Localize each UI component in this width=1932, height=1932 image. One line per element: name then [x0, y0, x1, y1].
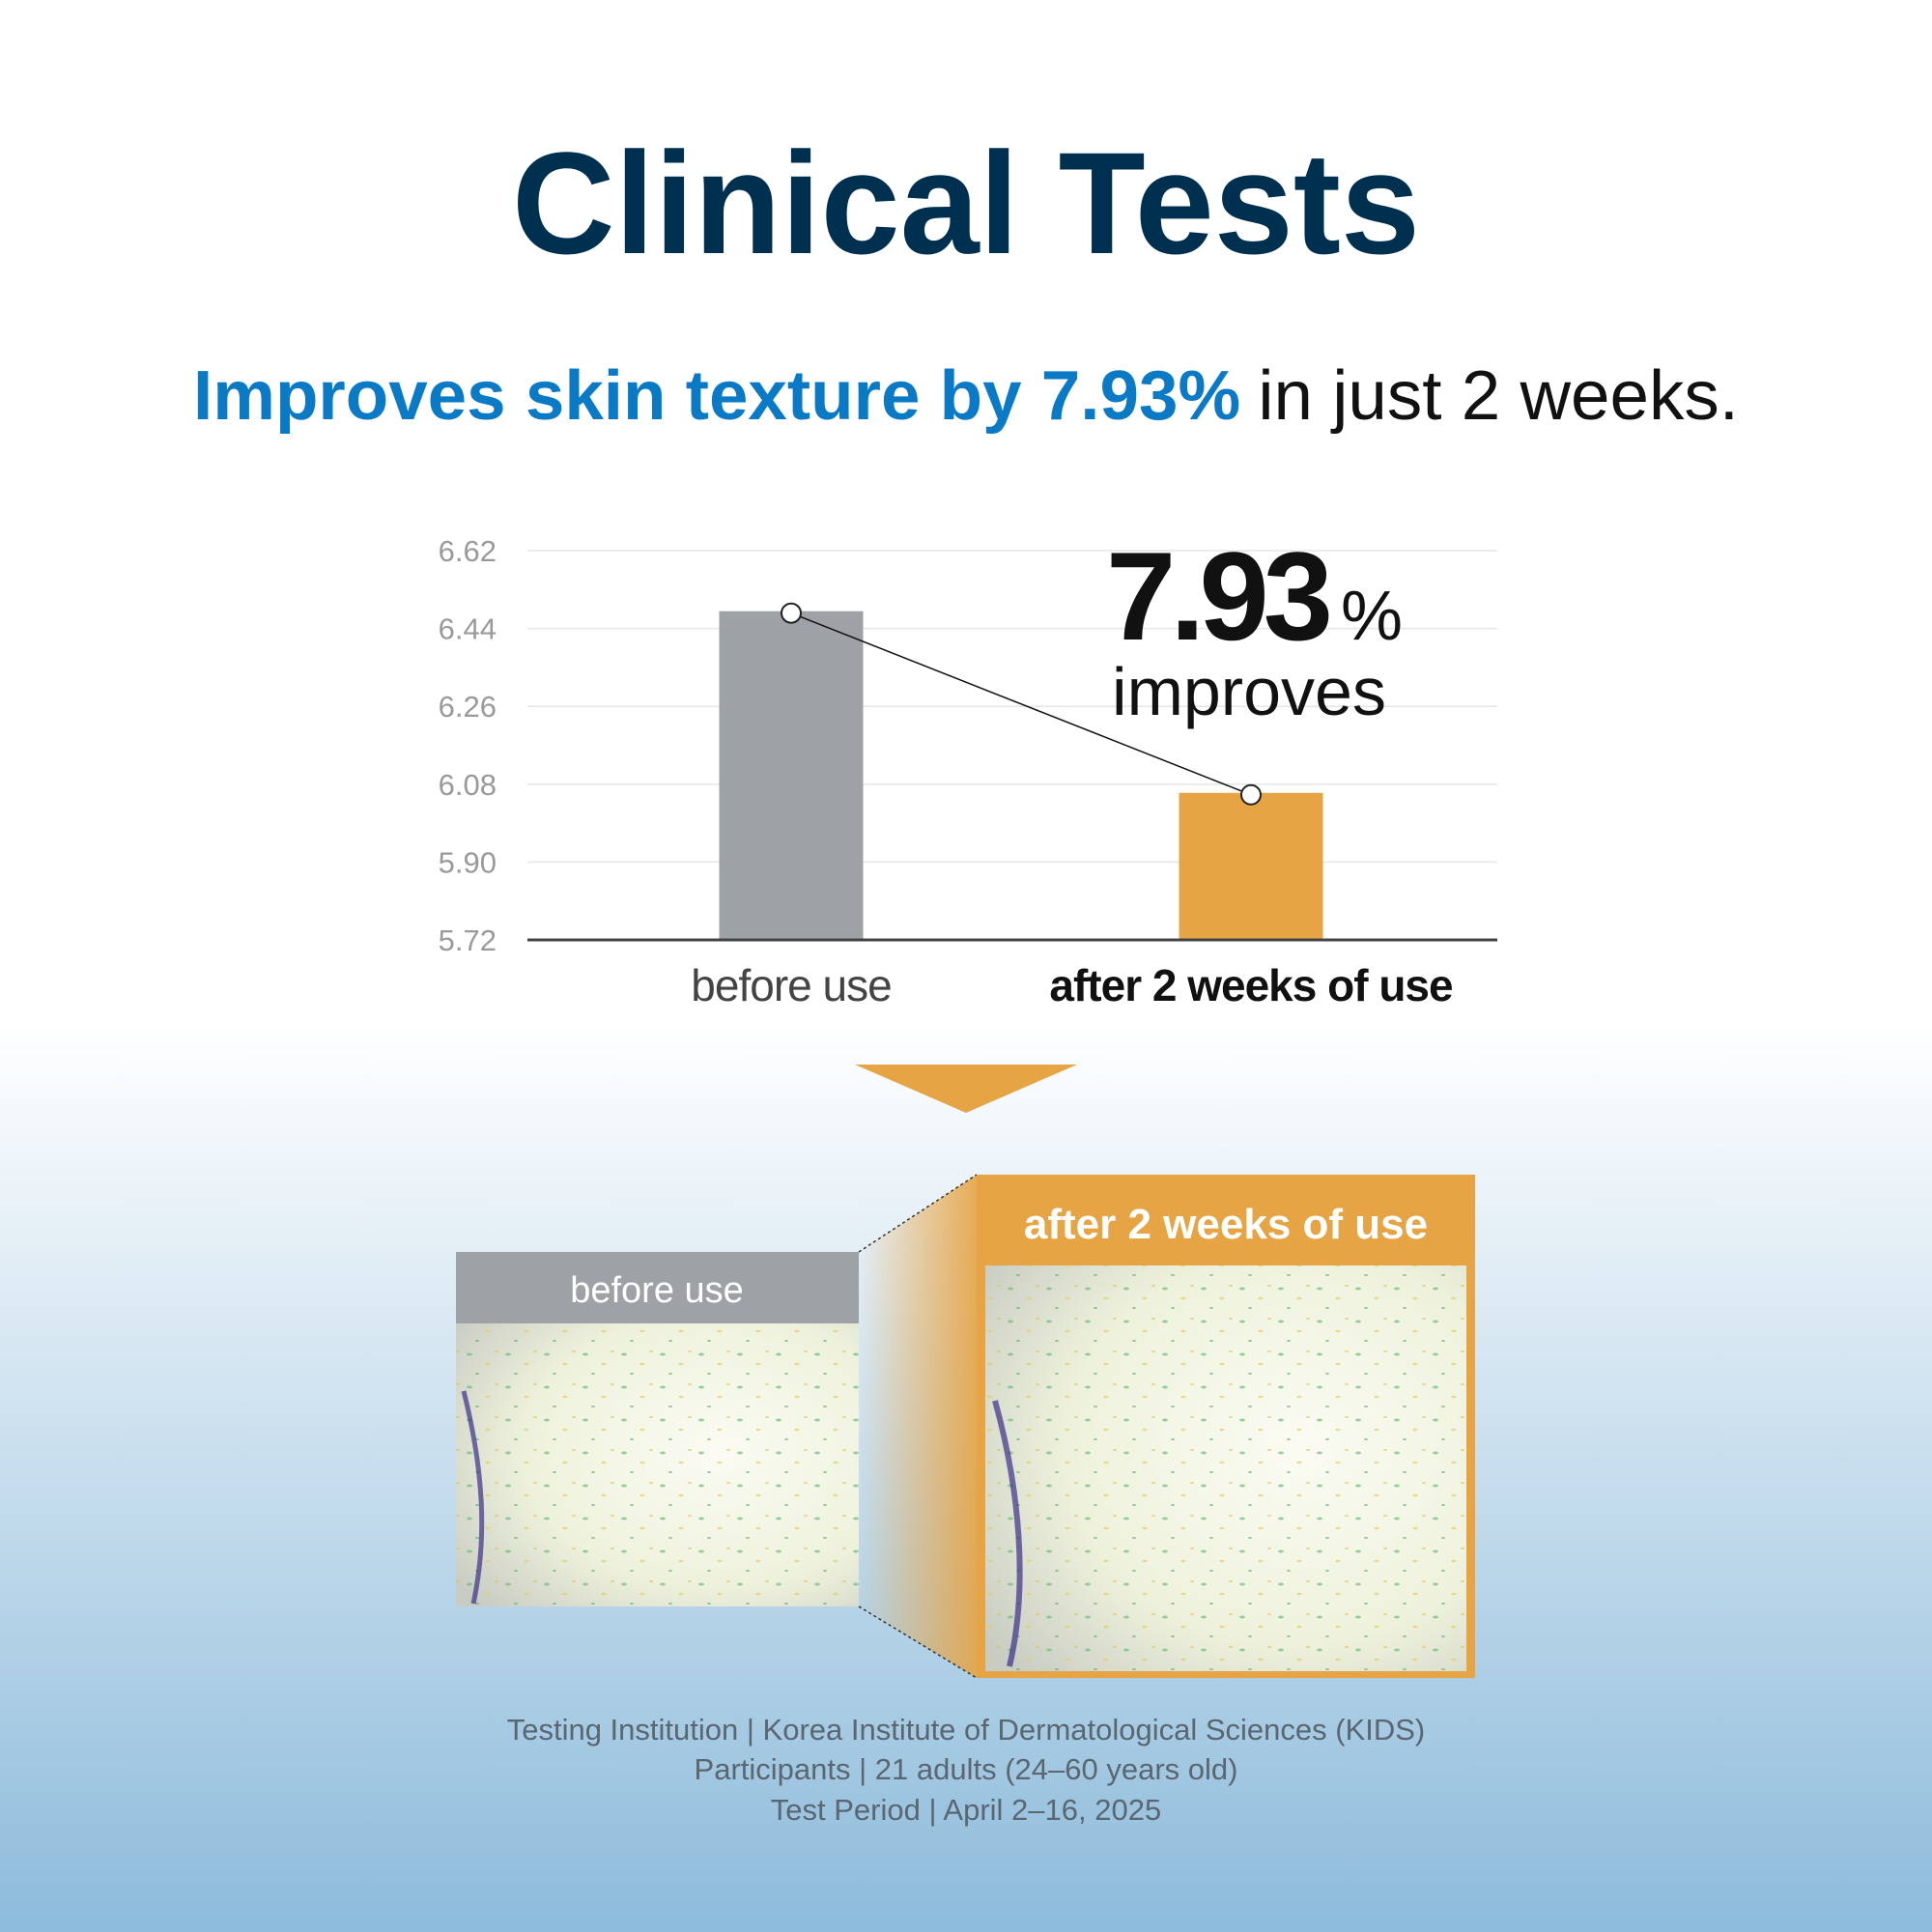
- subtitle-rest: in just 2 weeks.: [1258, 357, 1739, 435]
- y-tick-label: 6.26: [439, 690, 497, 724]
- annotation-number: 7.93: [1106, 526, 1329, 667]
- page-title: Clinical Tests: [512, 122, 1420, 284]
- y-tick-label: 5.72: [439, 923, 497, 957]
- trend-marker: [781, 602, 802, 624]
- y-tick-label: 5.90: [439, 845, 497, 879]
- before-image-texture: [456, 1323, 859, 1606]
- after-image-texture: [985, 1265, 1466, 1671]
- annotation-text: improves: [1112, 654, 1386, 729]
- after-image-line: [992, 1400, 1023, 1667]
- footer-line: Test Period | April 2–16, 2025: [771, 1793, 1161, 1827]
- before-label: before use: [570, 1270, 744, 1311]
- comparison: before use after 2 weeks of use: [456, 1174, 1475, 1679]
- x-tick-label: after 2 weeks of use: [1049, 960, 1453, 1010]
- bar: [1179, 792, 1323, 940]
- zoom-connector: [859, 1175, 977, 1678]
- connector-line: [858, 1174, 978, 1253]
- down-arrow: [855, 1065, 1077, 1113]
- before-header: [456, 1252, 859, 1323]
- y-tick-label: 6.44: [439, 612, 497, 646]
- bar-chart: 5.72 5.90 6.08 6.26 6.44 6.62 before use after …: [439, 526, 1497, 1010]
- footer-line: Testing Institution | Korea Institute of…: [507, 1713, 1426, 1747]
- subtitle-highlight: Improves skin texture by 7.93%: [193, 357, 1240, 435]
- footer-line: Participants | 21 adults (24–60 years ol…: [695, 1752, 1238, 1786]
- bar: [719, 611, 864, 940]
- subtitle: Improves skin texture by 7.93% in just 2 …: [193, 357, 1739, 435]
- footer: Testing Institution | Korea Institute of…: [507, 1713, 1426, 1827]
- x-tick-label: before use: [691, 960, 891, 1010]
- annotation-value: 7.93%: [1106, 526, 1403, 667]
- trend-marker: [1240, 783, 1262, 806]
- annotation-unit: %: [1341, 578, 1403, 655]
- y-tick-label: 6.08: [439, 768, 497, 802]
- before-image-line: [461, 1390, 485, 1605]
- y-tick-label: 6.62: [439, 534, 497, 568]
- after-label: after 2 weeks of use: [1024, 1201, 1428, 1248]
- trend-line: [790, 611, 1252, 796]
